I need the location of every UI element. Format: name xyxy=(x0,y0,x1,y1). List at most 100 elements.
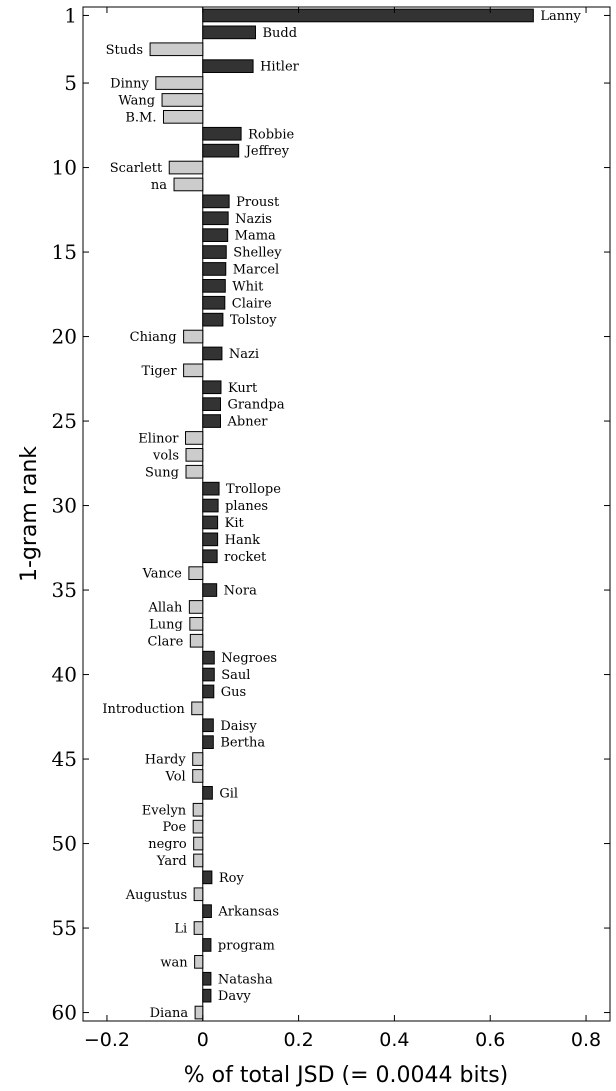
bar-label: Marcel xyxy=(233,262,279,277)
bar-lung xyxy=(189,617,204,631)
bar-proust xyxy=(202,194,230,209)
bar-elinor xyxy=(185,431,204,445)
bar-label: Kurt xyxy=(228,381,258,396)
y-tick-label: 20 xyxy=(52,325,77,349)
y-tick-label: 30 xyxy=(52,494,77,518)
bar-robbie xyxy=(202,126,242,141)
bar-clare xyxy=(189,633,204,648)
bar-label: Whit xyxy=(232,279,264,294)
bar-daisy xyxy=(202,718,214,733)
bar-label: Elinor xyxy=(138,431,179,446)
bar-label: program xyxy=(218,938,275,953)
y-tick-label: 60 xyxy=(52,1001,77,1025)
bar-nazis xyxy=(202,211,229,226)
bar-nora xyxy=(202,583,218,597)
bar-wang xyxy=(161,93,204,107)
bar-na xyxy=(173,177,204,192)
bar-label: Robbie xyxy=(248,127,294,142)
bar-label: Vance xyxy=(142,567,183,582)
bar-abner xyxy=(202,414,221,428)
bar-label: na xyxy=(151,178,167,193)
bar-label: planes xyxy=(225,499,268,514)
bar-sung xyxy=(185,464,204,479)
bar-bertha xyxy=(202,735,214,749)
y-tick-label: 40 xyxy=(52,663,77,687)
x-axis-label: % of total JSD (= 0.0044 bits) xyxy=(184,1063,509,1088)
y-tick-label: 45 xyxy=(52,747,77,771)
bar-nazi xyxy=(202,346,223,361)
y-tick-label: 55 xyxy=(52,916,77,940)
bar-label: negro xyxy=(148,837,187,852)
bar-label: wan xyxy=(160,955,188,970)
bar-label: Jeffrey xyxy=(244,144,290,159)
bar-label: Daisy xyxy=(220,719,257,734)
x-tick-label: 0 xyxy=(197,1029,209,1051)
bar-trollope xyxy=(202,481,220,496)
bar-label: Saul xyxy=(221,668,250,683)
bar-dinny xyxy=(155,76,204,90)
x-axis-ticks: −0.2 0 0.2 0.4 0.6 0.8 xyxy=(84,7,601,1051)
bar-label: rocket xyxy=(224,550,267,565)
bar-augustus xyxy=(193,887,204,902)
bar-label: Li xyxy=(174,922,187,937)
bar-natasha xyxy=(202,971,212,986)
bar-marcel xyxy=(202,262,227,276)
y-tick-label: 15 xyxy=(52,240,77,264)
bar-label: vols xyxy=(152,448,179,463)
bar-kurt xyxy=(202,380,222,395)
y-tick-label: 5 xyxy=(64,71,77,95)
bar-label: Sung xyxy=(145,465,179,480)
bar-label: Introduction xyxy=(102,702,185,717)
bar-label: Vol xyxy=(165,769,186,784)
bar-evelyn xyxy=(192,802,204,817)
bar-label: Roy xyxy=(219,871,245,886)
bar-claire xyxy=(202,295,226,310)
bar-label: Gus xyxy=(221,685,246,700)
bar-whit xyxy=(202,279,226,293)
bar-label: Nazi xyxy=(229,347,259,362)
bar-label: Allah xyxy=(148,600,183,615)
bar-label: Natasha xyxy=(218,972,273,987)
y-tick-label: 25 xyxy=(52,409,77,433)
bar-hardy xyxy=(192,752,204,766)
bar-label: Hitler xyxy=(260,60,300,75)
bar-wan xyxy=(194,955,204,969)
bar-label: Clare xyxy=(148,634,184,649)
bar-kit xyxy=(202,515,219,530)
y-axis-label: 1-gram rank xyxy=(17,446,42,582)
bar-label: Poe xyxy=(162,820,186,835)
bar-vance xyxy=(188,566,204,580)
bar-label: Studs xyxy=(106,43,144,58)
bar-label: Grandpa xyxy=(227,398,284,413)
bar-mama xyxy=(202,228,229,242)
bar-vol xyxy=(192,769,204,783)
bar-label: Chiang xyxy=(130,330,177,345)
bar-label: Dinny xyxy=(110,77,149,92)
bar-b-m xyxy=(162,110,204,124)
bar-label: Tolstoy xyxy=(230,313,277,328)
bar-label: Lanny xyxy=(540,9,581,24)
bar-label: Shelley xyxy=(233,246,282,261)
bar-label: Nora xyxy=(224,584,257,599)
bar-label: Tiger xyxy=(142,364,178,379)
bar-li xyxy=(193,921,204,935)
bar-davy xyxy=(202,988,212,1003)
bar-label: Nazis xyxy=(235,212,272,227)
bar-label: Claire xyxy=(232,296,272,311)
bar-hank xyxy=(202,532,219,547)
bar-label: Wang xyxy=(118,93,155,108)
bar-negro xyxy=(193,836,204,851)
y-tick-label: 50 xyxy=(52,832,77,856)
plot-frame xyxy=(82,6,611,1022)
bar-shelley xyxy=(202,245,227,259)
bar-label: Abner xyxy=(226,415,268,430)
bar-hitler xyxy=(202,59,254,73)
bar-label: Arkansas xyxy=(217,905,279,920)
bar-allah xyxy=(188,600,204,614)
bar-label: Davy xyxy=(218,989,252,1004)
bar-label: Trollope xyxy=(226,482,281,497)
bar-tiger xyxy=(183,363,204,378)
bar-saul xyxy=(202,667,215,682)
bar-label: Kit xyxy=(225,516,245,531)
